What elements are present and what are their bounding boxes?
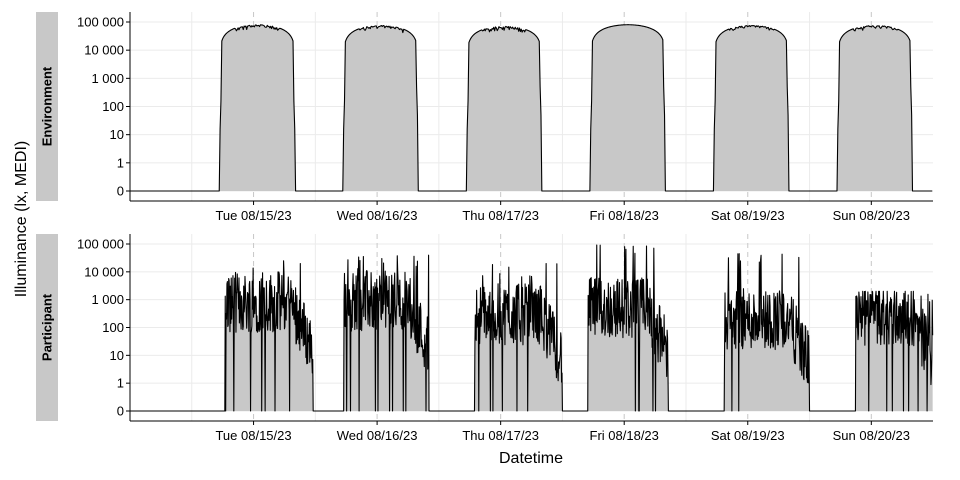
x-tick-label: Fri 08/18/23: [590, 208, 659, 223]
x-tick-label: Wed 08/16/23: [337, 428, 418, 443]
x-tick-label: Sat 08/19/23: [711, 428, 785, 443]
facet-strip: [36, 234, 58, 421]
y-tick-label: 10: [110, 348, 124, 363]
y-tick-label: 1 000: [91, 292, 124, 307]
y-tick-label: 10 000: [84, 264, 124, 279]
x-axis-title: Datetime: [499, 450, 563, 467]
x-tick-label: Tue 08/15/23: [215, 208, 291, 223]
y-tick-label: 100: [102, 99, 124, 114]
y-tick-label: 100 000: [77, 15, 124, 30]
facet-strip-label: Participant: [40, 293, 55, 361]
y-axis-title: Illuminance (lx, MEDI): [13, 141, 30, 297]
facet-strip: [36, 12, 58, 201]
x-tick-label: Thu 08/17/23: [462, 428, 539, 443]
series-line-environment: [130, 24, 933, 192]
y-tick-label: 0: [117, 184, 124, 199]
series-area-environment: [130, 24, 933, 192]
x-tick-label: Sun 08/20/23: [833, 428, 910, 443]
x-tick-label: Thu 08/17/23: [462, 208, 539, 223]
x-tick-label: Sat 08/19/23: [711, 208, 785, 223]
series-area-participant: [130, 245, 933, 411]
x-tick-label: Wed 08/16/23: [337, 208, 418, 223]
y-tick-label: 1 000: [91, 71, 124, 86]
y-tick-label: 100 000: [77, 237, 124, 252]
panel-environment: 0 1 10 100 1 000 10 000 100 000 Tue 08/15/23 Wed…: [36, 12, 933, 223]
y-tick-label: 10: [110, 127, 124, 142]
facet-strip-label: Environment: [40, 66, 55, 146]
x-tick-label: Tue 08/15/23: [215, 428, 291, 443]
y-tick-label: 0: [117, 404, 124, 419]
series-line-participant: [129, 244, 934, 412]
y-tick-label: 100: [102, 320, 124, 335]
panel-participant: 0 1 10 100 1 000 10 000 100 000 Tue 08/15/23 Wed…: [36, 234, 934, 443]
y-tick-label: 1: [117, 376, 124, 391]
y-tick-label: 1: [117, 155, 124, 170]
y-tick-label: 10 000: [84, 43, 124, 58]
x-tick-label: Fri 08/18/23: [590, 428, 659, 443]
x-tick-label: Sun 08/20/23: [833, 208, 910, 223]
